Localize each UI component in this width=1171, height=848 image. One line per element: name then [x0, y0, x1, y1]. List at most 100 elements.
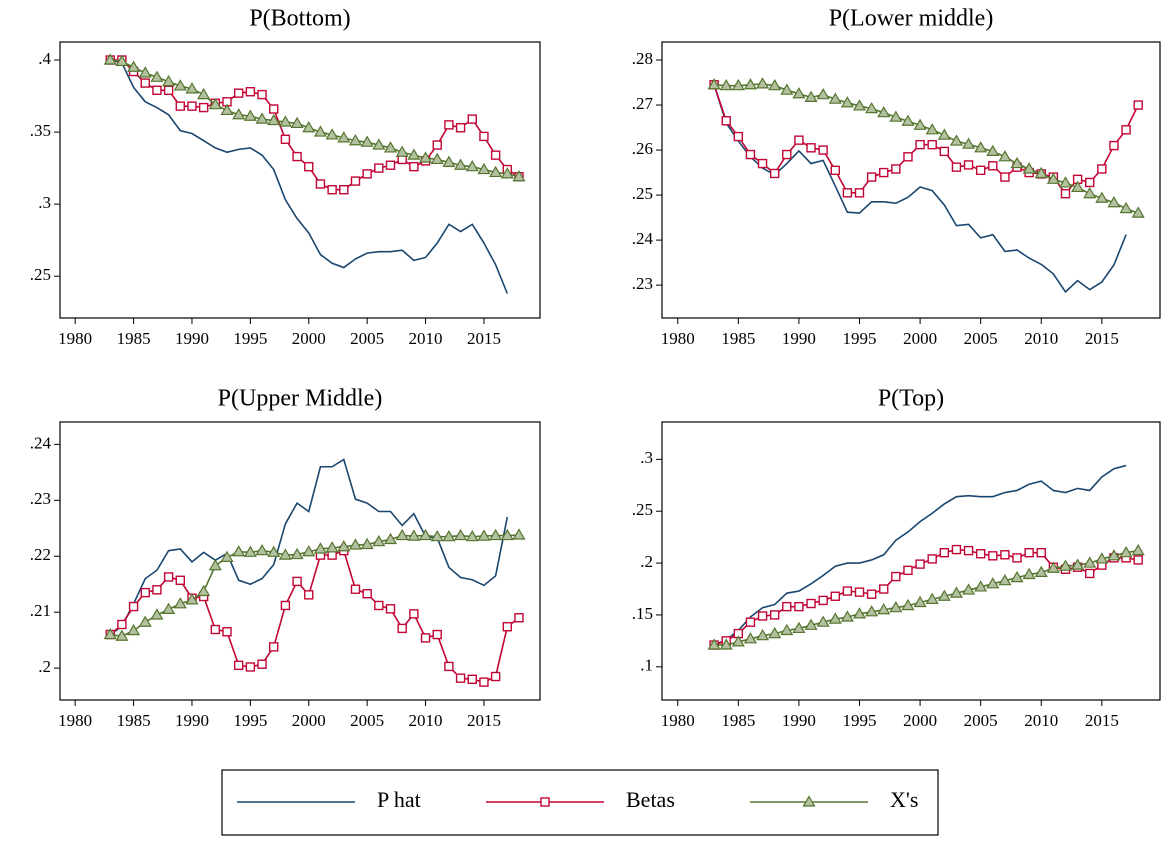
- marker-triangle: [302, 121, 316, 133]
- marker-square: [830, 165, 840, 176]
- y-tick-label: .25: [30, 265, 51, 284]
- x-tick-label: 2010: [409, 329, 443, 348]
- marker-triangle: [442, 529, 456, 542]
- y-tick-label: .27: [632, 94, 654, 113]
- marker-triangle: [127, 60, 141, 72]
- marker-square: [1109, 140, 1119, 151]
- marker-square: [385, 604, 396, 614]
- marker-square: [198, 102, 209, 113]
- marker-triangle: [313, 542, 327, 554]
- marker-triangle: [1046, 561, 1060, 573]
- marker-triangle: [974, 141, 988, 153]
- marker-triangle: [489, 165, 503, 178]
- plot-frame: [661, 41, 1161, 319]
- x-tick-label: 2010: [1024, 711, 1058, 730]
- marker-triangle: [889, 110, 903, 122]
- y-tick-label: .2: [640, 552, 653, 571]
- marker-triangle: [852, 607, 867, 619]
- marker-triangle: [1131, 206, 1145, 218]
- marker-triangle: [500, 528, 514, 541]
- marker-triangle: [998, 574, 1012, 586]
- marker-triangle: [419, 528, 433, 541]
- marker-triangle: [962, 583, 976, 595]
- marker-triangle: [780, 83, 794, 95]
- marker-square: [915, 139, 925, 150]
- marker-triangle: [840, 610, 854, 622]
- marker-square: [362, 169, 372, 179]
- marker-square: [721, 116, 731, 126]
- marker-triangle: [743, 632, 757, 644]
- marker-square: [1000, 172, 1010, 182]
- marker-triangle: [360, 135, 374, 147]
- marker-triangle: [768, 78, 782, 91]
- y-tick-label: .15: [632, 604, 653, 623]
- marker-square: [891, 571, 901, 582]
- marker-square: [152, 85, 162, 95]
- marker-triangle: [840, 96, 854, 108]
- marker-triangle: [208, 559, 222, 571]
- x-tick-label: 2010: [409, 711, 443, 730]
- marker-triangle: [1034, 565, 1048, 578]
- marker-square: [782, 601, 792, 612]
- legend-marker: [802, 795, 816, 807]
- marker-triangle: [267, 545, 281, 557]
- marker-triangle: [325, 541, 339, 553]
- marker-triangle: [407, 529, 421, 541]
- marker-triangle: [852, 99, 867, 111]
- marker-triangle: [1083, 556, 1097, 568]
- y-tick-label: .24: [30, 433, 52, 452]
- x-tick-label: 2015: [1085, 329, 1119, 348]
- marker-square: [280, 600, 291, 611]
- marker-square: [140, 78, 150, 88]
- marker-triangle: [290, 547, 304, 560]
- marker-triangle: [756, 77, 770, 89]
- marker-square: [891, 164, 901, 174]
- marker-triangle: [395, 145, 409, 157]
- marker-triangle: [348, 538, 363, 550]
- series-line: [714, 83, 1139, 214]
- panel-title: P(Upper Middle): [218, 386, 383, 412]
- y-tick-label: .28: [632, 49, 653, 68]
- marker-square: [1000, 550, 1010, 560]
- marker-square: [1085, 568, 1095, 579]
- x-tick-label: 1995: [233, 711, 267, 730]
- marker-triangle: [1071, 180, 1085, 193]
- marker-triangle: [512, 528, 526, 540]
- marker-triangle: [465, 529, 479, 542]
- marker-square: [269, 642, 279, 652]
- marker-square: [455, 123, 466, 133]
- marker-square: [757, 158, 768, 169]
- marker-triangle: [719, 78, 733, 91]
- marker-square: [903, 565, 913, 576]
- marker-triangle: [383, 141, 398, 153]
- marker-square: [444, 120, 454, 130]
- marker-square: [514, 613, 524, 623]
- marker-square: [963, 545, 974, 556]
- marker-triangle: [115, 629, 129, 641]
- marker-square: [975, 549, 986, 559]
- marker-triangle: [1034, 166, 1048, 179]
- marker-square: [988, 551, 998, 561]
- x-tick-label: 1990: [782, 711, 816, 730]
- marker-triangle: [138, 66, 152, 78]
- marker-triangle: [465, 159, 479, 172]
- marker-triangle: [986, 144, 1000, 157]
- x-tick-label: 2015: [467, 329, 501, 348]
- marker-triangle: [804, 90, 818, 102]
- marker-triangle: [173, 79, 187, 91]
- series-line: [713, 464, 1127, 646]
- x-tick-label: 2000: [292, 711, 326, 730]
- marker-square: [1085, 177, 1095, 188]
- marker-square: [128, 601, 139, 612]
- x-tick-label: 1985: [721, 329, 755, 348]
- legend-label: P hat: [377, 787, 421, 812]
- marker-square: [467, 674, 477, 685]
- marker-square: [339, 185, 349, 195]
- x-tick-label: 2000: [903, 329, 937, 348]
- marker-square: [879, 584, 889, 594]
- marker-triangle: [707, 78, 721, 90]
- x-tick-label: 1995: [843, 329, 877, 348]
- marker-square: [903, 152, 913, 162]
- x-tick-label: 2000: [903, 711, 937, 730]
